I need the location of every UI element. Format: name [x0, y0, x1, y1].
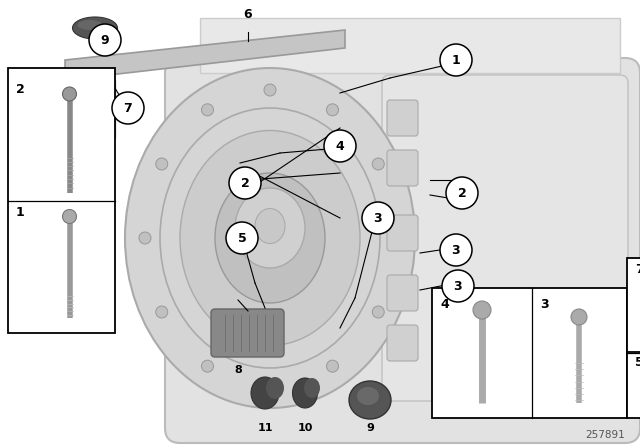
Polygon shape [65, 80, 115, 138]
Ellipse shape [215, 173, 325, 303]
FancyBboxPatch shape [387, 150, 418, 186]
Text: 4: 4 [335, 139, 344, 152]
FancyBboxPatch shape [432, 288, 627, 418]
Circle shape [473, 301, 491, 319]
Ellipse shape [304, 378, 320, 398]
Polygon shape [65, 30, 345, 80]
Text: 1: 1 [16, 206, 25, 219]
FancyBboxPatch shape [387, 325, 418, 361]
Text: 3: 3 [452, 244, 460, 257]
Text: 5: 5 [237, 232, 246, 245]
Text: 11: 11 [257, 423, 273, 433]
Ellipse shape [235, 188, 305, 268]
Ellipse shape [349, 381, 391, 419]
Ellipse shape [125, 68, 415, 408]
FancyBboxPatch shape [387, 215, 418, 251]
Circle shape [264, 84, 276, 96]
Circle shape [442, 270, 474, 302]
Ellipse shape [77, 20, 102, 30]
Text: 1: 1 [452, 53, 460, 66]
Text: 6: 6 [244, 8, 252, 21]
Circle shape [229, 167, 261, 199]
Circle shape [89, 24, 121, 56]
Ellipse shape [251, 377, 279, 409]
Circle shape [372, 306, 384, 318]
Circle shape [372, 158, 384, 170]
Text: 7: 7 [635, 263, 640, 276]
Ellipse shape [255, 208, 285, 244]
Circle shape [202, 360, 214, 372]
FancyBboxPatch shape [387, 100, 418, 136]
Circle shape [446, 177, 478, 209]
Text: 5: 5 [635, 356, 640, 369]
Ellipse shape [266, 377, 284, 399]
FancyBboxPatch shape [382, 75, 628, 401]
Text: 2: 2 [241, 177, 250, 190]
Circle shape [440, 234, 472, 266]
Text: 3: 3 [374, 211, 382, 224]
Text: 3: 3 [454, 280, 462, 293]
FancyBboxPatch shape [211, 309, 284, 357]
FancyBboxPatch shape [627, 352, 640, 418]
Text: 9: 9 [100, 34, 109, 47]
Text: 10: 10 [298, 423, 313, 433]
FancyBboxPatch shape [8, 68, 115, 333]
Text: 257891: 257891 [585, 430, 625, 440]
Text: 2: 2 [16, 83, 25, 96]
Circle shape [63, 210, 77, 224]
Circle shape [326, 104, 339, 116]
Ellipse shape [180, 130, 360, 345]
Circle shape [389, 232, 401, 244]
Circle shape [112, 92, 144, 124]
FancyBboxPatch shape [387, 275, 418, 311]
Text: 4: 4 [440, 298, 449, 311]
Circle shape [139, 232, 151, 244]
Circle shape [63, 87, 77, 101]
Text: 3: 3 [540, 298, 548, 311]
Circle shape [226, 222, 258, 254]
Circle shape [156, 158, 168, 170]
Circle shape [440, 44, 472, 76]
Circle shape [362, 202, 394, 234]
Circle shape [571, 309, 587, 325]
Text: 2: 2 [458, 186, 467, 199]
Circle shape [326, 360, 339, 372]
Polygon shape [200, 18, 620, 73]
FancyBboxPatch shape [165, 58, 640, 443]
Text: 8: 8 [234, 365, 242, 375]
FancyBboxPatch shape [627, 258, 640, 353]
Circle shape [264, 380, 276, 392]
Text: 9: 9 [366, 423, 374, 433]
Circle shape [156, 306, 168, 318]
Text: 7: 7 [124, 102, 132, 115]
Ellipse shape [357, 387, 379, 405]
Circle shape [202, 104, 214, 116]
Ellipse shape [292, 378, 317, 408]
Ellipse shape [72, 17, 118, 39]
Circle shape [324, 130, 356, 162]
